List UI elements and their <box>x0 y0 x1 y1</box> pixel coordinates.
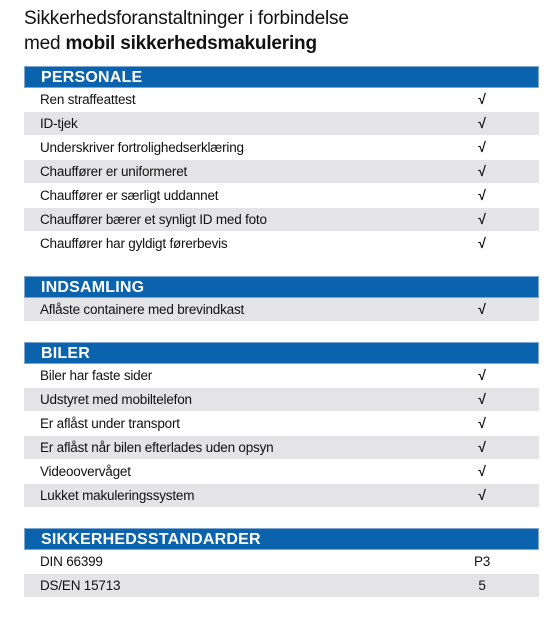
row-label: Underskriver fortrolighedserklæring <box>40 140 244 155</box>
row-label: ID-tjek <box>40 116 78 131</box>
row-value: √ <box>478 211 486 227</box>
section: BILER Biler har faste sider √ Udstyret med … <box>24 342 539 508</box>
row-label: Videoovervåget <box>40 464 131 479</box>
table-row: Biler har faste sider √ <box>24 364 539 388</box>
table-row: DS/EN 15713 5 <box>24 574 539 598</box>
row-value: √ <box>478 367 486 383</box>
section: INDSAMLING Aflåste containere med brevind… <box>24 276 539 322</box>
table-row: Lukket makuleringssystem √ <box>24 484 539 508</box>
row-value: 5 <box>478 578 486 593</box>
table-row: Chauffører er uniformeret √ <box>24 160 539 184</box>
table-row: Udstyret med mobiltelefon √ <box>24 388 539 412</box>
title-bold: mobil sikkerhedsmakulering <box>65 33 317 54</box>
row-value: √ <box>478 139 486 155</box>
title-line: Sikkerhedsforanstaltninger i forbindelse <box>24 8 349 29</box>
table-row: Aflåste containere med brevindkast √ <box>24 298 539 322</box>
table-row: Chauffører har gyldigt førerbevis √ <box>24 232 539 256</box>
row-label: Udstyret med mobiltelefon <box>40 392 192 407</box>
row-label: Chauffører har gyldigt førerbevis <box>40 236 228 251</box>
row-value: √ <box>478 91 486 107</box>
row-label: DIN 66399 <box>40 554 103 569</box>
row-value: √ <box>478 235 486 251</box>
table-row: Chauffører er særligt uddannet √ <box>24 184 539 208</box>
table-row: Er aflåst når bilen efterlades uden opsy… <box>24 436 539 460</box>
row-label: DS/EN 15713 <box>40 578 121 593</box>
row-label: Chauffører er særligt uddannet <box>40 188 219 203</box>
table-row: ID-tjek √ <box>24 112 539 136</box>
row-value: √ <box>478 463 486 479</box>
table-row: Chauffører bærer et synligt ID med foto √ <box>24 208 539 232</box>
table-row: Er aflåst under transport √ <box>24 412 539 436</box>
row-label: Aflåste containere med brevindkast <box>40 302 245 317</box>
row-value: P3 <box>473 554 491 569</box>
table-row: Videoovervåget √ <box>24 460 539 484</box>
row-label: Biler har faste sider <box>40 368 153 383</box>
section-heading: INDSAMLING <box>24 276 539 298</box>
row-value: √ <box>478 439 486 455</box>
row-label: Er aflåst under transport <box>40 416 180 431</box>
row-label: Ren straffeattest <box>40 92 136 107</box>
section-heading: BILER <box>24 342 539 364</box>
row-label: Lukket makuleringssystem <box>40 488 195 503</box>
section-heading: PERSONALE <box>24 66 539 88</box>
section: SIKKERHEDSSTANDARDER DIN 66399 P3 DS/EN 157… <box>24 528 539 598</box>
table-row: Ren straffeattest √ <box>24 88 539 112</box>
title-text: med <box>24 33 61 54</box>
row-label: Chauffører er uniformeret <box>40 164 188 179</box>
row-label: Chauffører bærer et synligt ID med foto <box>40 212 267 227</box>
section: PERSONALE Ren straffeattest √ ID-tjek √ Under… <box>24 66 539 256</box>
row-value: √ <box>478 391 486 407</box>
row-value: √ <box>478 415 486 431</box>
row-value: √ <box>478 115 486 131</box>
row-value: √ <box>478 163 486 179</box>
row-value: √ <box>478 187 486 203</box>
table-row: Underskriver fortrolighedserklæring √ <box>24 136 539 160</box>
row-label: Er aflåst når bilen efterlades uden opsy… <box>40 440 274 455</box>
row-value: √ <box>478 487 486 503</box>
title-line: med mobil sikkerhedsmakulering <box>24 31 349 56</box>
sections: PERSONALE Ren straffeattest √ ID-tjek √ Under… <box>24 66 539 618</box>
title: Sikkerhedsforanstaltninger i forbindelse… <box>24 6 349 56</box>
row-value: √ <box>478 301 486 317</box>
table-row: DIN 66399 P3 <box>24 550 539 574</box>
section-heading: SIKKERHEDSSTANDARDER <box>24 528 539 550</box>
